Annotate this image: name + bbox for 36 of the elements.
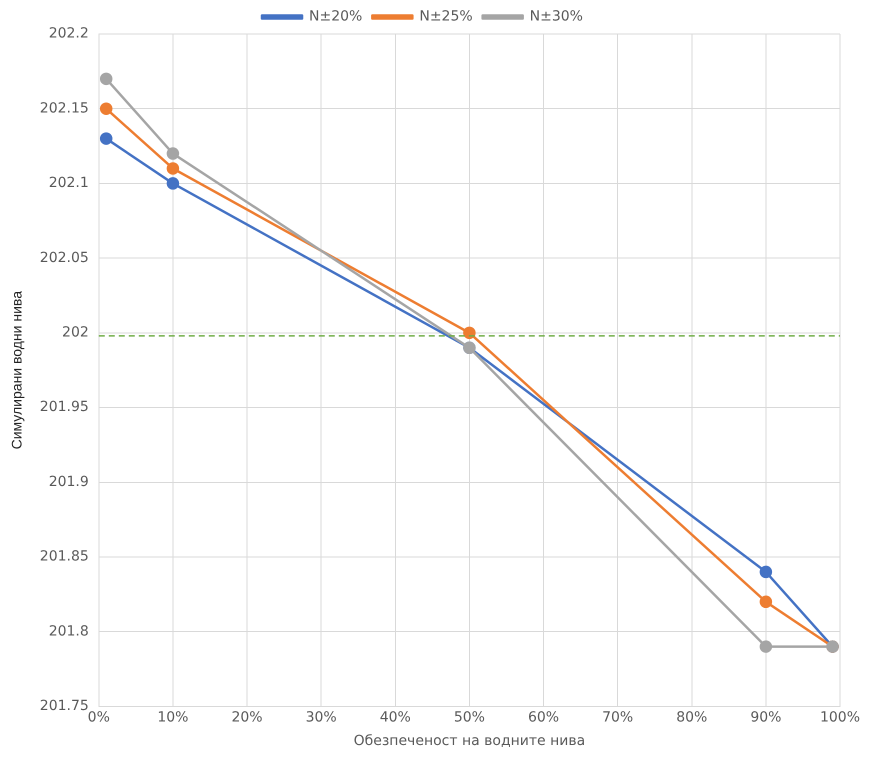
x-tick-label: 90% <box>750 709 782 726</box>
y-tick-label: 201.75 <box>40 698 89 714</box>
point <box>463 326 476 340</box>
x-tick-label: 0% <box>88 709 110 726</box>
y-tick-label: 202.15 <box>40 100 89 116</box>
y-tick-label: 201.8 <box>48 623 89 640</box>
x-tick-label: 70% <box>602 709 634 726</box>
y-tick-label: 201.95 <box>40 399 89 416</box>
x-tick-label: 20% <box>231 709 263 726</box>
y-tick-label: 201.9 <box>48 474 89 490</box>
legend-label: N±30% <box>530 8 583 25</box>
legend-label: N±25% <box>419 8 473 25</box>
x-tick-label: 10% <box>157 709 188 726</box>
x-tick-label: 100% <box>820 709 860 726</box>
point <box>760 640 772 653</box>
x-tick-label: 60% <box>528 709 560 726</box>
point <box>166 147 180 160</box>
point <box>166 177 180 190</box>
x-tick-label: 40% <box>380 709 411 726</box>
point <box>100 132 112 145</box>
x-tick-label: 30% <box>306 709 337 726</box>
y-axis-title: Симулирани водни нива <box>8 290 24 450</box>
legend-label: N±20% <box>309 8 362 25</box>
point <box>760 566 772 578</box>
x-axis-title: Обезпеченост на водните нива <box>354 733 586 750</box>
point <box>100 72 112 86</box>
y-tick-label: 202 <box>62 324 89 340</box>
point <box>760 596 772 608</box>
point <box>100 102 112 115</box>
y-tick-label: 202.1 <box>48 175 89 192</box>
point <box>166 162 180 175</box>
y-tick-label: 202.2 <box>48 26 89 42</box>
y-tick-label: 202.05 <box>40 250 89 266</box>
y-tick-label: 201.85 <box>40 548 89 565</box>
x-tick-label: 50% <box>454 709 485 726</box>
x-tick-label: 80% <box>676 709 708 726</box>
